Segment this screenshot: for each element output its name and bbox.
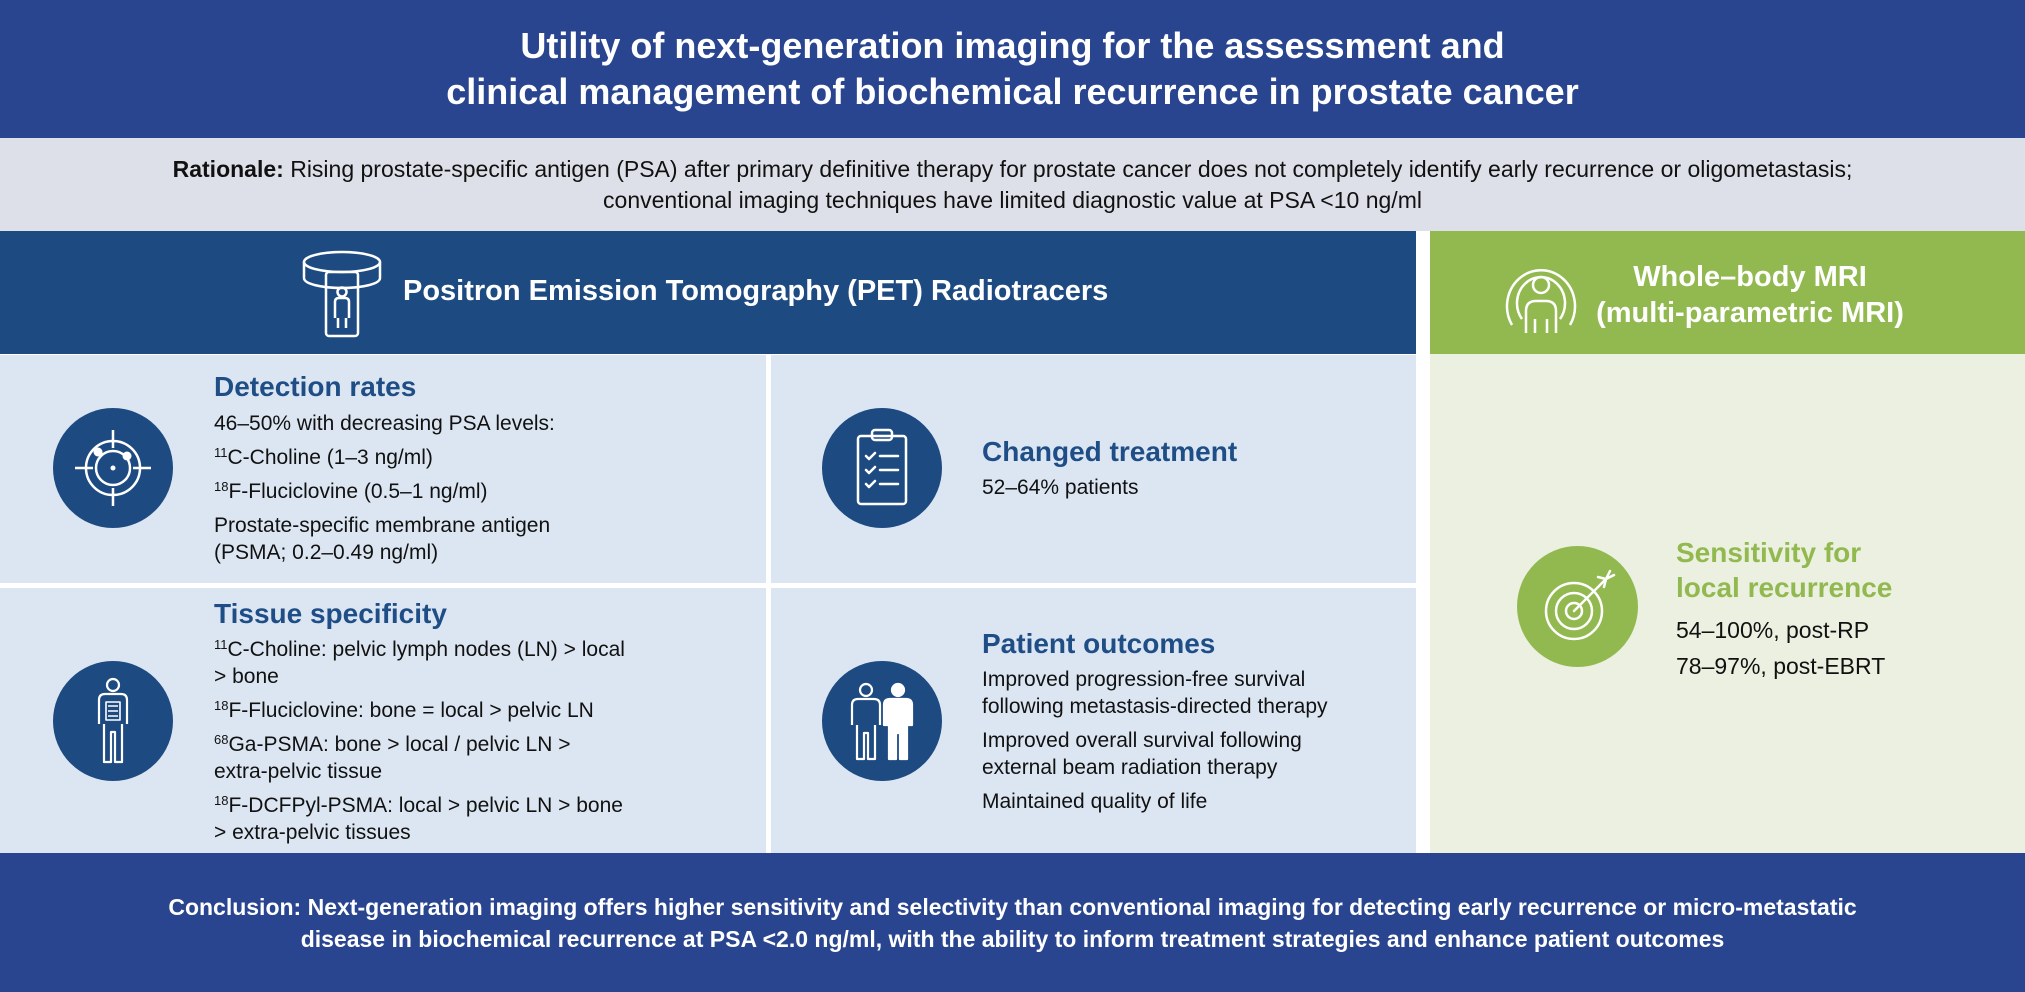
tissue-specificity-body: 11C-Choline: pelvic lymph nodes (LN) > l… [214, 636, 754, 853]
pet-scanner-icon [296, 248, 388, 340]
sensitivity-values: 54–100%, post-RP 78–97%, post-EBRT [1676, 612, 1885, 684]
detection-rates-body: 46–50% with decreasing PSA levels: 11C-C… [214, 410, 754, 573]
rationale-text-1: Rising prostate-specific antigen (PSA) a… [290, 155, 1853, 182]
mri-title-line-2: (multi-parametric MRI) [1596, 297, 1904, 329]
sensitivity-post-ebrt: 78–97%, post-EBRT [1676, 653, 1886, 679]
detection-psma: Prostate-specific membrane antigen (PSMA;… [214, 514, 551, 564]
outcome-item: Improved overall survival following exter… [982, 729, 1302, 779]
conclusion-banner: Conclusion: Next-generation imaging offe… [0, 853, 2025, 992]
changed-treatment-value: 52–64% patients [982, 476, 1139, 499]
title-banner: Utility of next-generation imaging for t… [0, 0, 2025, 138]
pet-header-band [0, 231, 1416, 354]
outcome-item: Improved progression-free survival follow… [982, 668, 1328, 718]
human-body-icon [53, 661, 173, 781]
tissue-item: 68Ga-PSMA: bone > local / pelvic LN > ext… [214, 732, 571, 783]
mri-section-title: Whole–body MRI (multi-parametric MRI) [1560, 259, 1940, 331]
rationale-line-1: Rationale: Rising prostate-specific anti… [173, 154, 1853, 185]
clipboard-checklist-icon [822, 408, 942, 528]
tissue-item: 11C-Choline: pelvic lymph nodes (LN) > l… [214, 637, 625, 688]
detection-item: 18F-Fluciclovine (0.5–1 ng/ml) [214, 479, 488, 503]
crosshair-target-icon [53, 408, 173, 528]
tissue-specificity-title: Tissue specificity [214, 598, 447, 629]
mri-title-line-1: Whole–body MRI [1633, 261, 1867, 293]
tissue-item: 18F-Fluciclovine: bone = local > pelvic … [214, 698, 594, 722]
sensitivity-post-rp: 54–100%, post-RP [1676, 617, 1870, 643]
patient-outcomes-body: Improved progression-free survival follow… [982, 666, 1402, 822]
detection-intro: 46–50% with decreasing PSA levels: [214, 412, 555, 435]
two-people-icon [822, 661, 942, 781]
rationale-label: Rationale: [172, 155, 284, 182]
rationale-text-2: conventional imaging techniques have lim… [603, 186, 1422, 213]
conclusion-line-1: Conclusion: Next-generation imaging offe… [168, 893, 1857, 920]
pet-section-title: Positron Emission Tomography (PET) Radio… [403, 275, 1109, 307]
changed-treatment-title: Changed treatment [982, 436, 1238, 467]
title-line-2: clinical management of biochemical recur… [446, 71, 1579, 112]
rationale-banner: Rationale: Rising prostate-specific anti… [0, 138, 2025, 231]
mri-scanner-icon [1502, 249, 1580, 337]
outcome-item: Maintained quality of life [982, 790, 1208, 813]
conclusion-line-2: disease in biochemical recurrence at PSA… [300, 925, 1725, 952]
title-line-1: Utility of next-generation imaging for t… [520, 25, 1505, 66]
bullseye-arrow-icon [1517, 546, 1638, 667]
tissue-item: 18F-DCFPyl-PSMA: local > pelvic LN > bon… [214, 793, 623, 844]
mri-header-band [1430, 231, 2025, 354]
detection-rates-title: Detection rates [214, 371, 417, 402]
sensitivity-title: Sensitivity for local recurrence [1676, 537, 1893, 603]
page-title: Utility of next-generation imaging for t… [446, 23, 1578, 115]
patient-outcomes-title: Patient outcomes [982, 628, 1216, 659]
detection-item: 11C-Choline (1–3 ng/ml) [214, 445, 433, 469]
